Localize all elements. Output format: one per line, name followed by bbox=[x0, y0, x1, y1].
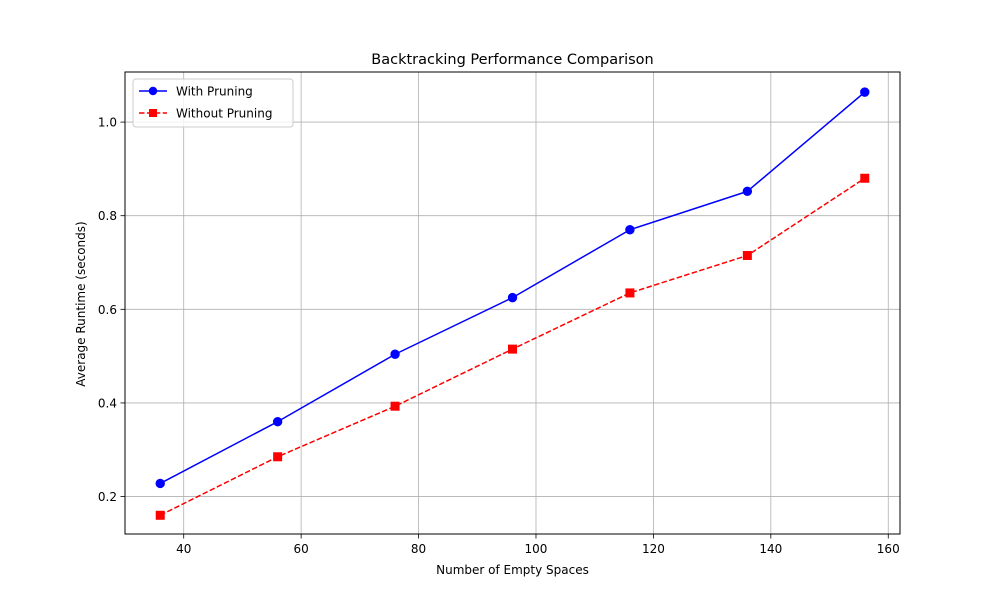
plot-background bbox=[125, 72, 900, 534]
x-tick-label: 80 bbox=[411, 542, 426, 556]
y-tick-label: 0.8 bbox=[98, 209, 117, 223]
data-point bbox=[742, 250, 752, 260]
legend-item: Without Pruning bbox=[139, 107, 272, 121]
legend-marker bbox=[149, 109, 157, 117]
data-point bbox=[625, 288, 635, 298]
x-axis: 40 60 80 100 120 140 160 bbox=[176, 534, 900, 556]
x-tick-label: 60 bbox=[293, 542, 308, 556]
data-point bbox=[155, 478, 165, 489]
legend-box bbox=[132, 78, 294, 128]
data-point bbox=[507, 292, 518, 303]
series-layer bbox=[155, 87, 870, 520]
legend-marker bbox=[148, 86, 158, 96]
x-tick-label: 100 bbox=[525, 542, 548, 556]
y-tick-label: 0.2 bbox=[98, 490, 117, 504]
x-tick-label: 40 bbox=[176, 542, 191, 556]
plot-frame bbox=[124, 71, 901, 535]
plot-area bbox=[124, 71, 901, 535]
legend-label: With Pruning bbox=[176, 85, 253, 99]
data-point bbox=[742, 186, 753, 197]
data-point bbox=[508, 344, 517, 354]
y-tick-label: 0.6 bbox=[98, 303, 117, 317]
series-1 bbox=[155, 87, 870, 489]
y-tick-label: 1.0 bbox=[98, 116, 117, 130]
legend: With Pruning Without Pruning bbox=[132, 78, 294, 128]
data-point bbox=[625, 225, 635, 235]
chart-title: Backtracking Performance Comparison bbox=[371, 52, 653, 68]
y-tick-label: 0.4 bbox=[98, 396, 117, 410]
legend-item: With Pruning bbox=[139, 85, 253, 99]
x-tick-label: 160 bbox=[877, 542, 900, 556]
x-axis-label: Number of Empty Spaces bbox=[436, 563, 589, 577]
data-point bbox=[390, 401, 400, 411]
series-2 bbox=[155, 173, 870, 520]
data-point bbox=[860, 87, 870, 97]
data-point bbox=[272, 416, 283, 427]
data-point bbox=[390, 349, 400, 359]
x-tick-label: 140 bbox=[759, 542, 782, 556]
grid-lines bbox=[125, 72, 900, 534]
y-axis: 0.2 0.4 0.6 0.8 1.0 bbox=[98, 116, 125, 504]
legend-label: Without Pruning bbox=[176, 107, 272, 121]
data-point bbox=[860, 173, 870, 183]
x-tick-label: 120 bbox=[642, 542, 665, 556]
y-axis-label: Average Runtime (seconds) bbox=[74, 221, 88, 386]
data-point bbox=[155, 510, 165, 520]
data-point bbox=[273, 452, 283, 462]
